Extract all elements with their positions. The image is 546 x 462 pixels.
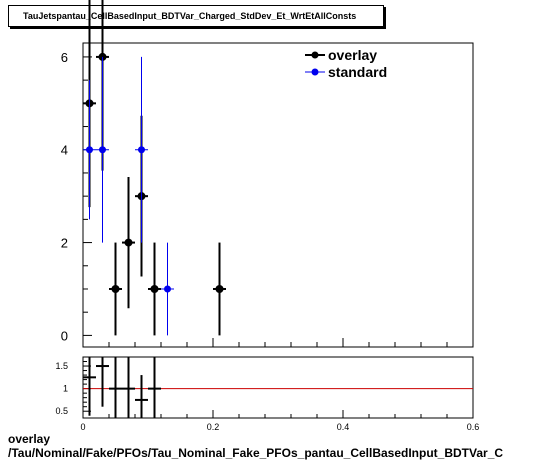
overlay-point-marker (124, 238, 133, 247)
x-tick-label: 0.6 (467, 422, 480, 432)
x-tick-label: 0.4 (337, 422, 350, 432)
y-tick-label: 4 (61, 143, 68, 158)
legend-label-overlay: overlay (328, 47, 377, 63)
x-tick-label: 0.2 (207, 422, 220, 432)
ratio-y-tick-label: 1.5 (55, 361, 68, 371)
main-plot-frame (82, 42, 474, 348)
y-tick-label: 2 (61, 236, 68, 251)
standard-point-marker (164, 285, 171, 293)
legend-marker-standard (311, 68, 319, 76)
standard-point-marker (86, 146, 93, 154)
ratio-plot-frame (82, 356, 474, 419)
ratio-y-tick-label: 0.5 (55, 406, 68, 416)
y-tick-label: 0 (61, 328, 68, 343)
overlay-point-marker (215, 284, 224, 293)
overlay-point-marker (111, 284, 120, 293)
standard-point-marker (138, 146, 145, 154)
footer-text: overlay /Tau/Nominal/Fake/PFOs/Tau_Nomin… (8, 432, 503, 460)
histogram-title: TauJetspantau_CellBasedInput_BDTVar_Char… (23, 11, 357, 21)
ratio-y-tick-label: 1 (63, 384, 68, 394)
footer-line-2: /Tau/Nominal/Fake/PFOs/Tau_Nominal_Fake_… (8, 446, 504, 460)
overlay-point-marker (150, 284, 159, 293)
footer-line-1: overlay (8, 432, 51, 446)
legend-marker-overlay (311, 51, 319, 59)
standard-point-marker (99, 146, 106, 154)
legend-label-standard: standard (328, 64, 387, 80)
x-tick-label: 0 (80, 422, 85, 432)
ratio-points-group (83, 357, 161, 418)
y-tick-label: 6 (61, 50, 68, 65)
